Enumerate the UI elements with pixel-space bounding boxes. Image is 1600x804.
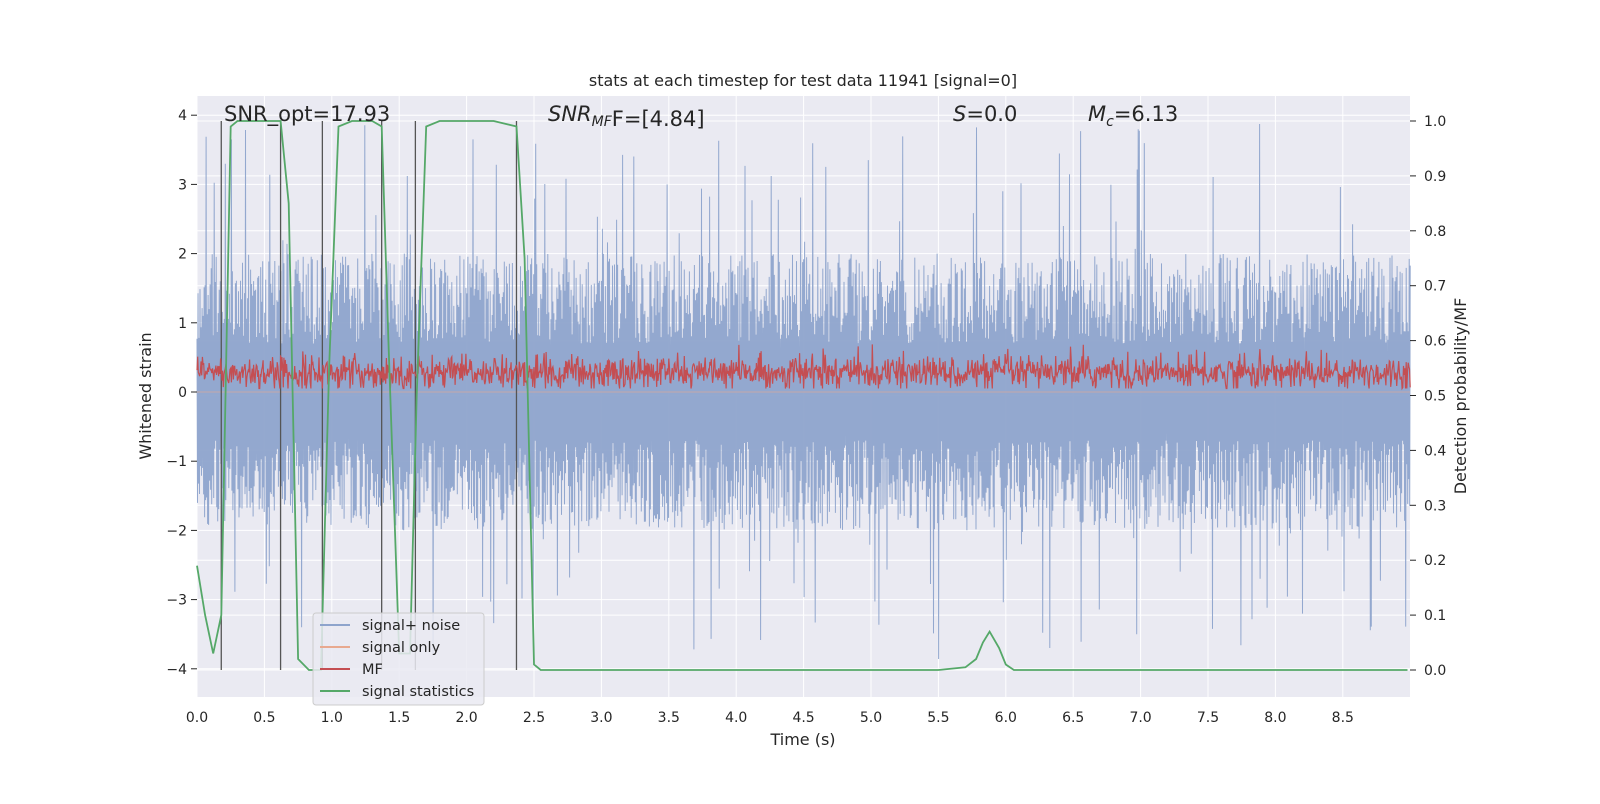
snr-opt-annotation: SNR_opt=17.93 xyxy=(224,102,390,127)
legend-label-mf: MF xyxy=(362,662,383,678)
x-tick-label: 1.0 xyxy=(321,710,343,726)
y-left-tick-label: 4 xyxy=(178,108,187,124)
mc-value: =6.13 xyxy=(1114,102,1178,126)
legend-label-signal-statistics: signal statistics xyxy=(362,684,474,700)
y-left-tick-label: 1 xyxy=(178,316,187,332)
y-left-tick-label: −1 xyxy=(166,454,187,470)
y-right-tick-label: 0.8 xyxy=(1424,224,1446,240)
x-tick-label: 5.5 xyxy=(927,710,949,726)
signal-noise-line xyxy=(196,123,1411,660)
y-right-tick-label: 0.3 xyxy=(1424,498,1446,514)
x-tick-label: 8.0 xyxy=(1264,710,1286,726)
x-tick-label: 8.5 xyxy=(1332,710,1354,726)
y-right-tick-label: 0.4 xyxy=(1424,443,1446,459)
y-left-tick-label: 3 xyxy=(178,177,187,193)
mc-subscript: c xyxy=(1106,114,1114,130)
mc-name: M xyxy=(1088,102,1106,126)
y-left-tick-label: −3 xyxy=(166,593,187,609)
legend-box xyxy=(312,612,485,706)
x-tick-label: 2.5 xyxy=(523,710,545,726)
snr-mf-value: F=[4.84] xyxy=(612,107,705,131)
y-right-tick-label: 0.2 xyxy=(1424,553,1446,569)
y-axis-label-right: Detection probability/MF xyxy=(1451,298,1470,495)
x-tick-label: 4.5 xyxy=(792,710,814,726)
y-left-tick-label: −2 xyxy=(166,523,187,539)
x-tick-label: 1.5 xyxy=(388,710,410,726)
x-axis-label: Time (s) xyxy=(769,730,835,749)
mf-line xyxy=(196,344,1411,391)
y-left-tick-label: 2 xyxy=(178,247,187,263)
x-tick-label: 0.5 xyxy=(253,710,275,726)
signal-noise-series xyxy=(196,123,1411,660)
snr-mf-name: SNR xyxy=(548,102,592,126)
annotations: SNR_opt=17.93 SNRMFF=[4.84] S=0.0 Mc=6.1… xyxy=(224,102,1178,131)
x-tick-label: 5.0 xyxy=(860,710,882,726)
y-left-tick-label: −4 xyxy=(166,662,187,678)
y-right-tick-label: 0.9 xyxy=(1424,169,1446,185)
legend-label-signal-only: signal only xyxy=(362,640,441,656)
y-right-tick-label: 0.6 xyxy=(1424,334,1446,350)
y-axis-label-left: Whitened strain xyxy=(136,332,155,459)
x-tick-label: 2.0 xyxy=(455,710,477,726)
tick-labels: 0.0 0.5 1.0 1.5 2.0 2.5 3.0 3.5 4.0 4.5 5.0 5.5 6.0 6… xyxy=(166,108,1446,726)
signal-statistics-series xyxy=(196,120,1408,671)
x-tick-label: 6.5 xyxy=(1062,710,1084,726)
x-tick-label: 7.0 xyxy=(1129,710,1151,726)
y-right-tick-label: 1.0 xyxy=(1424,114,1446,130)
signal-statistics-line xyxy=(196,120,1408,671)
y-right-tick-label: 0.5 xyxy=(1424,389,1446,405)
mc-annotation: Mc=6.13 xyxy=(1088,102,1178,130)
x-tick-label: 3.0 xyxy=(590,710,612,726)
x-tick-label: 4.0 xyxy=(725,710,747,726)
s-annotation: S=0.0 xyxy=(953,102,1017,126)
chart-title: stats at each timestep for test data 119… xyxy=(589,71,1017,90)
snr-mf-subscript: MF xyxy=(592,114,613,130)
x-tick-label: 3.5 xyxy=(658,710,680,726)
snr-mf-annotation: SNRMFF=[4.84] xyxy=(548,102,705,131)
x-tick-label: 0.0 xyxy=(186,710,208,726)
y-left-tick-label: 0 xyxy=(178,385,187,401)
x-tick-label: 6.0 xyxy=(995,710,1017,726)
s-value: =0.0 xyxy=(966,102,1017,126)
y-right-tick-label: 0.0 xyxy=(1424,663,1446,679)
mf-series xyxy=(196,344,1411,391)
legend-label-signal-noise: signal+ noise xyxy=(362,618,460,634)
legend: signal+ noise signal only MF signal stat… xyxy=(312,612,485,706)
x-tick-label: 7.5 xyxy=(1197,710,1219,726)
y-right-tick-label: 0.7 xyxy=(1424,279,1446,295)
y-right-tick-label: 0.1 xyxy=(1424,608,1446,624)
s-name: S xyxy=(953,102,966,126)
